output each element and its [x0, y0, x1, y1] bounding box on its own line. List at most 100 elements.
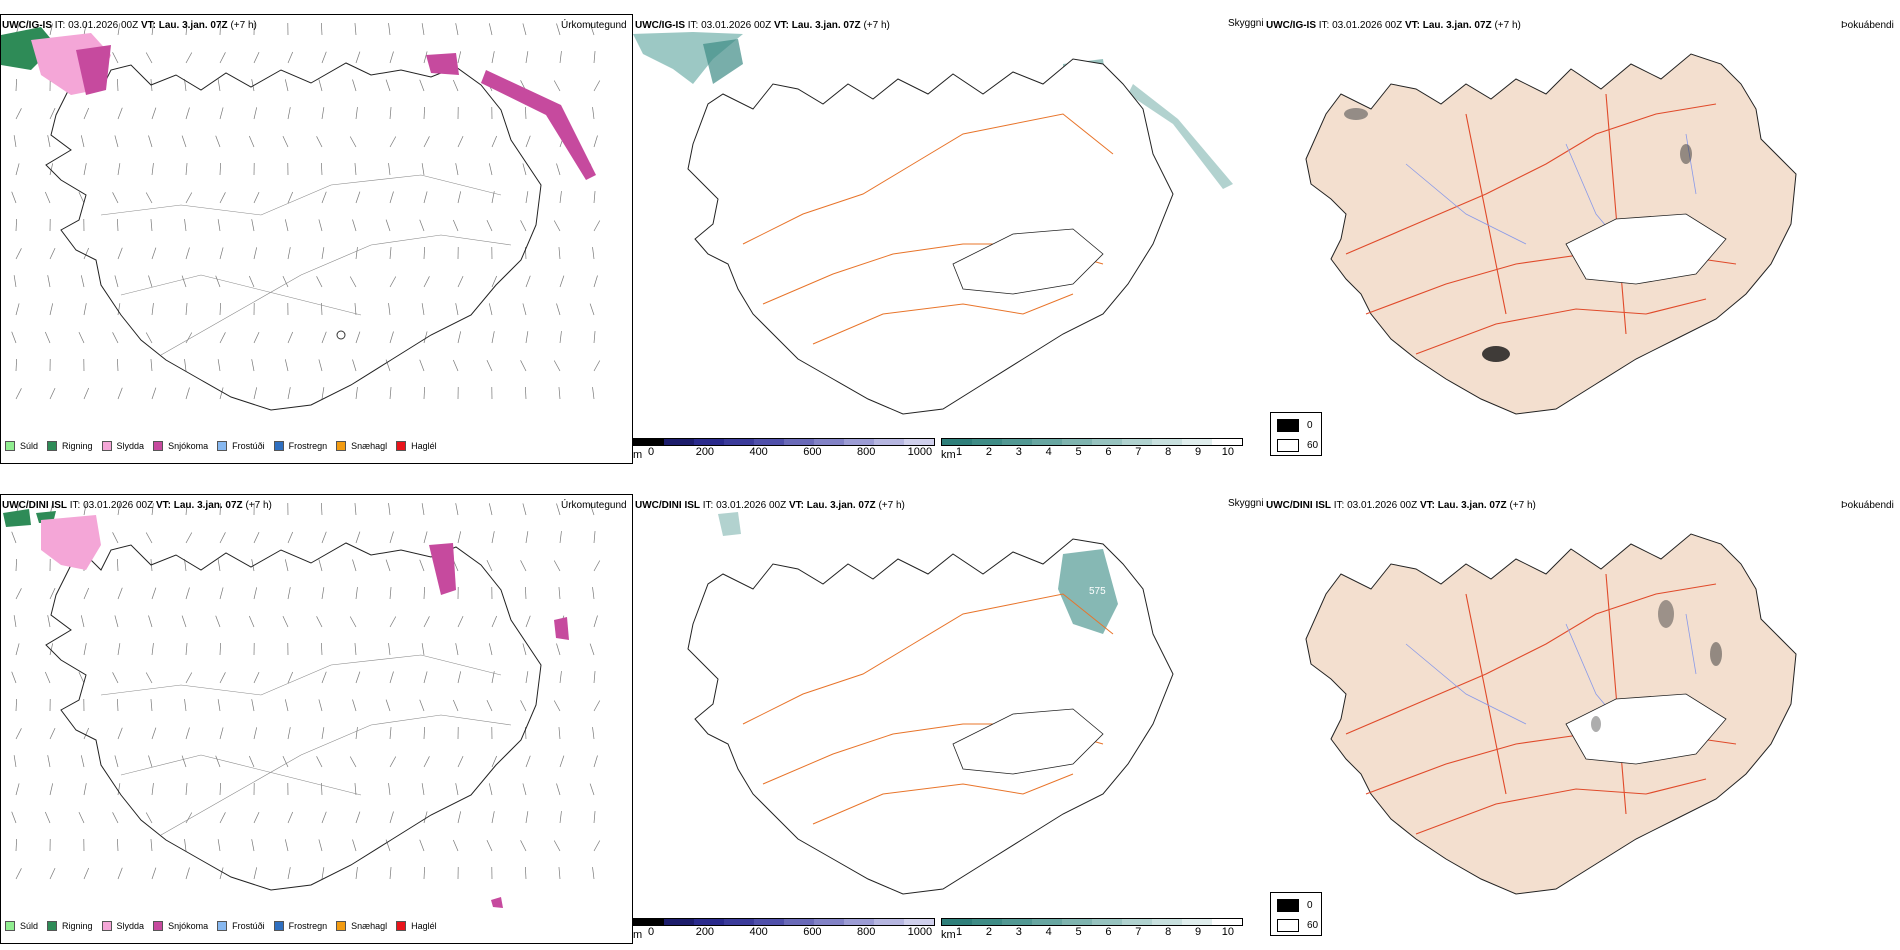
- wind-barb: [522, 303, 527, 316]
- wind-barb: [114, 615, 119, 628]
- colorbar-cell: [1182, 439, 1212, 445]
- wind-barb: [593, 531, 596, 544]
- wind-barb: [556, 503, 561, 516]
- wind-barb: [520, 840, 527, 852]
- panel-title-row2-fog: UWC/DINI ISL IT: 03.01.2026 00Z VT: Lau.…: [1266, 500, 1536, 511]
- wind-barb: [525, 106, 527, 120]
- colorbar-cell: [1062, 919, 1092, 925]
- wind-barb: [253, 587, 258, 600]
- wind-barb: [423, 51, 428, 64]
- wind-barb: [219, 107, 224, 120]
- wind-barb: [352, 839, 357, 852]
- colorbar-tick: 3: [1015, 926, 1022, 938]
- legend-label: Frostúði: [232, 441, 265, 451]
- colorbar-cell: [634, 439, 664, 445]
- wind-barb: [145, 332, 153, 344]
- wind-barb: [282, 755, 289, 768]
- wind-barb: [112, 672, 119, 684]
- wind-barb: [15, 588, 22, 600]
- colorbar-cell: [1122, 919, 1152, 925]
- wind-barb: [593, 275, 598, 288]
- wind-barb: [553, 360, 561, 372]
- wind-barb: [117, 387, 123, 400]
- wind-barb: [114, 135, 119, 148]
- legend-label: Slydda: [116, 921, 145, 931]
- wind-barb: [593, 700, 601, 712]
- wind-barb: [151, 783, 154, 796]
- colorbar-cell: [724, 439, 754, 445]
- wind-barb: [148, 135, 153, 148]
- visibility-map-row1: [633, 32, 1233, 415]
- wind-barb: [488, 163, 493, 176]
- wind-barb: [251, 699, 255, 712]
- wind-barb: [421, 303, 425, 316]
- wind-barb: [349, 136, 357, 148]
- wind-barb: [287, 587, 291, 600]
- wind-barb: [522, 783, 527, 796]
- fog-legend-label: 60: [1307, 440, 1319, 451]
- wind-barb: [13, 615, 17, 628]
- wind-barb: [321, 22, 323, 36]
- wind-barb: [421, 503, 425, 516]
- wind-barb: [287, 671, 294, 684]
- wind-barb: [520, 700, 527, 712]
- wind-barb: [556, 163, 561, 176]
- wind-barb: [389, 51, 394, 64]
- wind-barb: [78, 331, 85, 344]
- valid-time: Lau. 3.jan. 07Z: [158, 20, 228, 31]
- fog-legend-item: 0: [1277, 899, 1313, 912]
- wind-barb: [253, 531, 260, 544]
- wind-barb: [423, 671, 428, 684]
- wind-barb: [419, 219, 425, 232]
- wind-barb: [525, 755, 531, 768]
- wind-barb: [219, 672, 226, 684]
- wind-barb: [491, 275, 498, 288]
- wind-barb: [457, 51, 462, 64]
- wind-barb: [44, 191, 51, 204]
- wind-barb: [385, 219, 391, 232]
- wind-barb: [592, 247, 595, 260]
- colorbar-tick: 800: [856, 446, 876, 458]
- wind-barb: [253, 107, 258, 120]
- colorbar-tick: 9: [1194, 446, 1202, 458]
- legend-label: Haglél: [411, 921, 437, 931]
- wind-barb: [284, 219, 289, 232]
- wind-barb: [355, 247, 358, 260]
- wind-barb: [593, 80, 601, 92]
- wind-barb: [117, 247, 123, 260]
- colorbar-tick: 6: [1105, 926, 1112, 938]
- wind-barb: [354, 303, 357, 316]
- vt-label: VT:: [140, 20, 156, 31]
- wind-barb: [457, 615, 464, 628]
- colorbar-cell: [1002, 439, 1032, 445]
- wind-barb: [284, 839, 289, 852]
- wind-barb: [47, 275, 51, 288]
- colorbar-tick: 7: [1135, 446, 1142, 458]
- colorbar-tick: 0: [648, 446, 655, 458]
- model-name: UWC/IG-IS: [2, 20, 52, 31]
- wind-barb: [15, 643, 20, 656]
- wind-barb: [389, 331, 394, 344]
- wind-barb: [13, 755, 17, 768]
- wind-barb: [248, 135, 255, 148]
- wind-barb: [253, 387, 258, 400]
- colorbar-cell: [814, 439, 844, 445]
- wind-barb: [151, 867, 157, 880]
- wind-barb: [219, 302, 221, 316]
- wind-barb: [452, 359, 459, 372]
- wind-barb: [78, 811, 85, 824]
- wind-barb: [421, 23, 425, 36]
- wind-barb: [83, 643, 87, 656]
- wind-barb: [355, 191, 361, 204]
- precip-legend-item: Snjókoma: [153, 921, 208, 931]
- wind-barb: [389, 616, 397, 628]
- wind-barb: [556, 643, 561, 656]
- colorbar-tick: 9: [1194, 926, 1202, 938]
- legend-swatch: [101, 441, 112, 451]
- wind-barb: [83, 303, 87, 316]
- wind-barb: [217, 559, 221, 572]
- wind-barb: [117, 303, 121, 316]
- wind-barb: [15, 78, 17, 92]
- wind-barb: [522, 163, 527, 176]
- wind-barb: [352, 699, 357, 712]
